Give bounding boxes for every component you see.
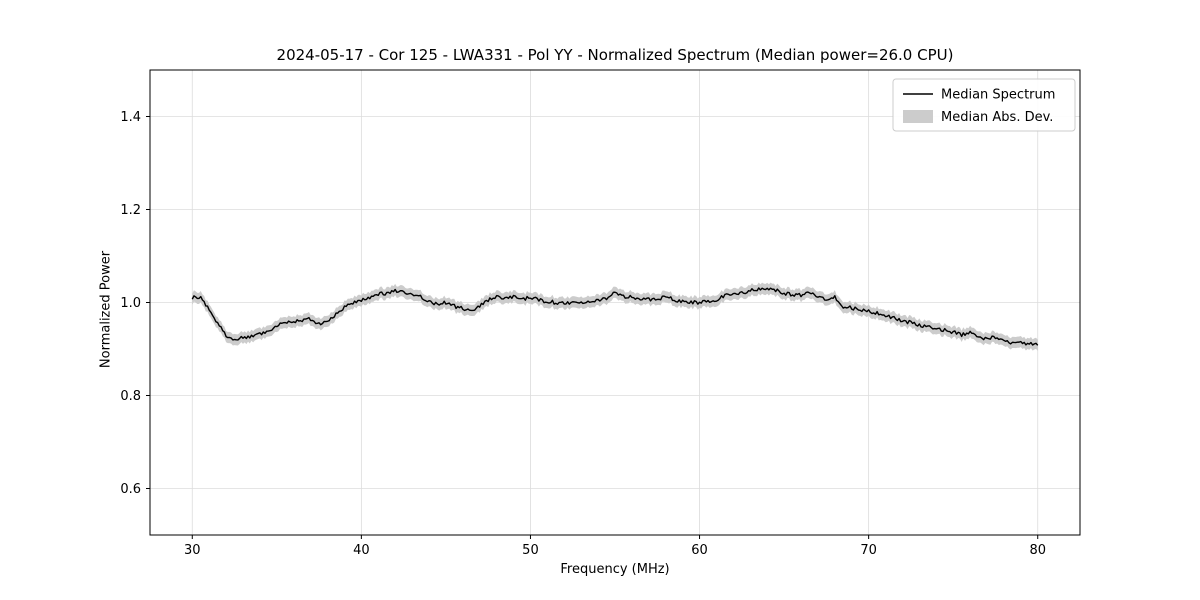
legend-band-sample <box>903 110 933 123</box>
y-tick-label: 1.0 <box>120 296 141 311</box>
y-tick-label: 0.8 <box>120 389 141 404</box>
x-tick-label: 50 <box>522 543 539 558</box>
y-tick-label: 1.4 <box>120 110 141 125</box>
legend-label-median-spectrum: Median Spectrum <box>941 88 1055 103</box>
legend-box <box>892 78 1076 132</box>
legend-label-median-abs-dev: Median Abs. Dev. <box>941 110 1053 125</box>
x-tick-label: 30 <box>184 543 201 558</box>
y-tick-label: 1.2 <box>120 203 141 218</box>
x-tick-label: 80 <box>1029 543 1046 558</box>
median-spectrum-line <box>191 287 1039 346</box>
x-tick-label: 40 <box>353 543 370 558</box>
y-tick-label: 0.6 <box>120 482 141 497</box>
x-axis-label: Frequency (MHz) <box>560 562 670 577</box>
x-tick-label: 60 <box>691 543 708 558</box>
plot-title: 2024-05-17 - Cor 125 - LWA331 - Pol YY -… <box>276 46 954 64</box>
x-tick-label: 70 <box>860 543 877 558</box>
